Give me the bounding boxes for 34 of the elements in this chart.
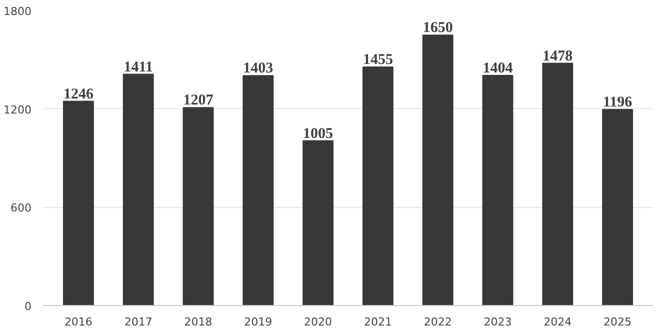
bar [482, 74, 514, 306]
x-tick-label: 2025 [604, 316, 632, 328]
bar [122, 74, 154, 306]
y-tick-label: 0 [24, 300, 32, 313]
data-label: 1196 [602, 94, 633, 110]
data-label: 1650 [422, 20, 453, 36]
data-label: 1246 [63, 86, 94, 102]
bar [422, 34, 454, 306]
data-label: 1455 [362, 52, 393, 68]
x-tick-label: 2021 [364, 316, 392, 328]
x-tick-label: 2018 [184, 316, 212, 328]
data-label: 1404 [482, 60, 514, 76]
bar [602, 108, 634, 306]
data-label: 1005 [303, 126, 334, 142]
data-label: 1207 [183, 92, 214, 109]
x-tick-label: 2020 [304, 316, 332, 328]
y-tick-label: 1800 [4, 5, 32, 18]
y-tick-label: 600 [10, 202, 32, 215]
x-tick-label: 2019 [244, 316, 272, 328]
x-tick-label: 2022 [424, 316, 452, 328]
data-label: 1411 [124, 59, 153, 76]
bar [302, 140, 334, 306]
bar [242, 75, 274, 306]
x-tick-label: 2023 [484, 316, 512, 328]
bar [542, 62, 574, 306]
bar [182, 107, 214, 306]
x-tick-label: 2016 [64, 316, 92, 328]
bar [62, 100, 94, 306]
x-tick-label: 2017 [124, 316, 152, 328]
data-label: 1403 [243, 60, 274, 77]
bar [362, 66, 394, 306]
data-label: 1478 [542, 48, 573, 64]
x-tick-label: 2024 [544, 316, 572, 328]
y-tick-label: 1200 [4, 103, 32, 116]
